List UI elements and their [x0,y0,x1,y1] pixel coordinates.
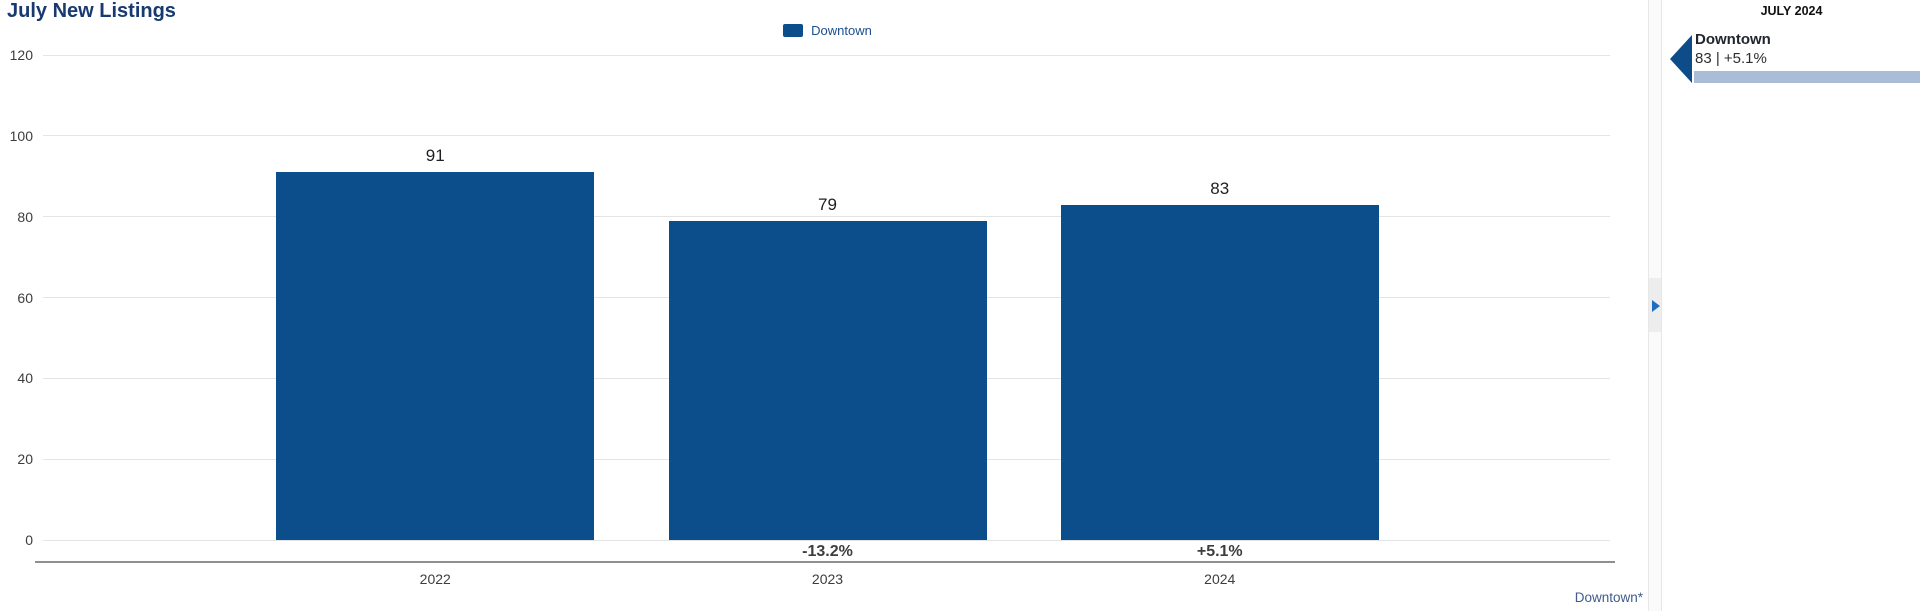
bar-value-label-2022: 91 [425,146,445,166]
x-axis-label-2024: 2024 [1204,571,1236,587]
gridline-80 [43,216,1610,218]
pct-change-label-2024: +5.1% [1196,543,1243,560]
summary-panel-title: JULY 2024 [1760,4,1823,18]
left-arrow-marker-icon [1670,35,1692,83]
x-axis-line [35,561,1615,563]
y-axis-tick-label: 60 [17,289,33,306]
chart-legend[interactable]: Downtown [43,21,1612,39]
expand-panel-arrow-icon[interactable] [1652,300,1660,312]
y-axis-tick-label: 0 [25,532,33,548]
bar-value-label-2023: 79 [818,194,837,214]
summary-entry-name: Downtown [1695,31,1771,48]
bar-2023[interactable] [668,220,987,540]
summary-panel: JULY 2024 Downtown 83 | +5.1% [1663,0,1920,611]
gridline-120 [43,54,1610,56]
gridline-0 [43,539,1610,541]
summary-entry-bar [1694,71,1920,83]
legend-swatch-downtown [783,23,804,37]
series-footnote-link[interactable]: Downtown* [1574,590,1643,605]
chart-panel: July New Listings Downtown 0 20 40 60 80 100 1… [7,0,1643,605]
legend-label-downtown: Downtown [811,22,872,38]
y-axis-tick-label: 80 [17,208,33,225]
y-axis-tick-label: 100 [9,127,33,144]
y-axis-tick-label: 120 [9,47,33,63]
y-axis-tick-label: 40 [17,370,33,387]
x-axis-label-2023: 2023 [811,571,844,587]
plot-area: 0 20 40 60 80 100 120 91 2022 79 -13.2% 2023 83 +5.1%… [9,47,1615,587]
y-axis-tick-label: 20 [17,451,33,468]
bar-value-label-2024: 83 [1210,178,1230,198]
bar-2022[interactable] [276,172,595,540]
panel-splitter[interactable] [1648,0,1662,611]
bar-2024[interactable] [1060,204,1379,540]
summary-entry-value: 83 | +5.1% [1695,50,1767,67]
x-axis-label-2022: 2022 [419,571,451,587]
pct-change-label-2023: -13.2% [802,543,853,560]
gridline-100 [43,135,1610,137]
chart-title: July New Listings [7,0,176,22]
